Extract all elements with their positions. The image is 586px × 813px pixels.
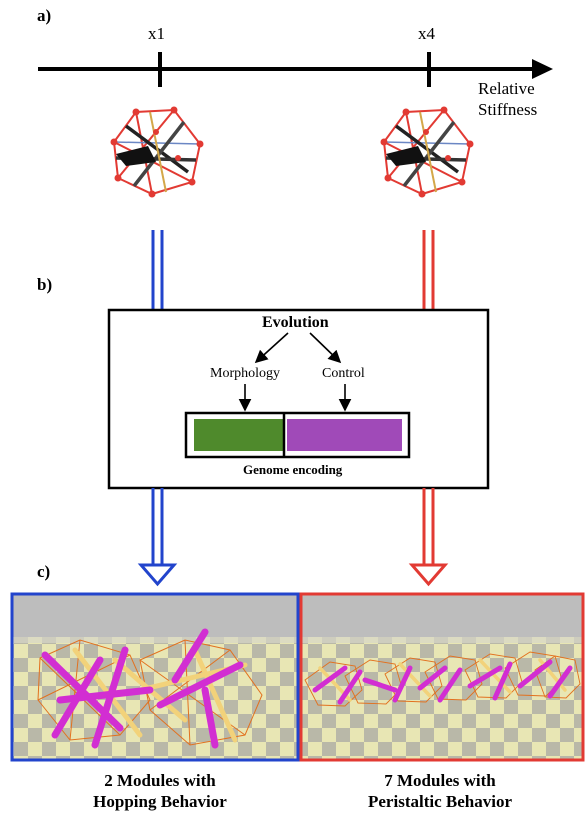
morphology-label: Morphology <box>210 366 280 381</box>
simulation-right-border <box>299 592 585 762</box>
evolution-box <box>107 308 490 490</box>
panel-label-c: c) <box>37 562 51 581</box>
arrow-to-control <box>309 332 342 364</box>
tensegrity-module-left <box>110 106 204 198</box>
caption-right: 7 Modules with Peristaltic Behavior <box>330 770 550 812</box>
genome-label: Genome encoding <box>243 462 343 477</box>
axis-label: Relative Stiffness <box>478 78 537 120</box>
caption-right-line2: Peristaltic Behavior <box>368 792 512 811</box>
stiffness-axis <box>38 52 553 87</box>
caption-left-line2: Hopping Behavior <box>93 792 227 811</box>
tensegrity-module-right <box>380 106 474 198</box>
panel-label-a: a) <box>37 6 52 25</box>
axis-label-line2: Stiffness <box>478 100 538 119</box>
simulation-right <box>299 592 585 762</box>
evolution-title: Evolution <box>262 314 329 331</box>
caption-left: 2 Modules with Hopping Behavior <box>60 770 260 812</box>
red-flow-bottom <box>408 488 449 587</box>
caption-left-line1: 2 Modules with <box>104 771 216 790</box>
tick-label-x1: x1 <box>148 24 165 43</box>
genome-morphology-segment <box>194 419 283 451</box>
tick-label-x4: x4 <box>418 24 435 43</box>
simulation-left <box>10 592 300 762</box>
caption-right-line1: 7 Modules with <box>384 771 496 790</box>
simulation-left-border <box>10 592 300 762</box>
genome-control-segment <box>287 419 402 451</box>
blue-flow-top <box>151 230 164 310</box>
blue-flow-bottom <box>137 488 178 587</box>
control-label: Control <box>322 366 365 381</box>
arrow-to-morphology <box>254 332 289 364</box>
red-flow-top <box>422 230 435 310</box>
panel-label-b: b) <box>37 275 53 294</box>
axis-label-line1: Relative <box>478 79 535 98</box>
